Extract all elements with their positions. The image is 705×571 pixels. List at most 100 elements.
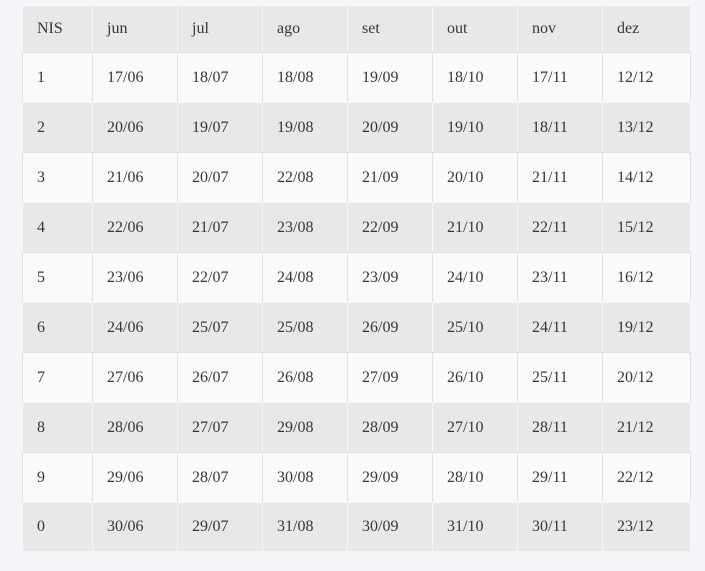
payment-date-cell: 30/11 [517,502,602,552]
payment-date-cell: 22/07 [177,252,262,302]
payment-date-cell: 28/07 [177,452,262,502]
column-header-dez: dez [602,5,691,52]
table-row-nis-6: 6 24/06 25/07 25/08 26/09 25/10 24/11 19/12 [22,302,691,352]
payment-date-cell: 30/06 [92,502,177,552]
table-row-nis-4: 4 22/06 21/07 23/08 22/09 21/10 22/11 15/12 [22,202,691,252]
payment-date-cell: 24/11 [517,302,602,352]
payment-date-cell: 22/12 [602,452,691,502]
table-row-nis-9: 9 29/06 28/07 30/08 29/09 28/10 29/11 22/12 [22,452,691,502]
payment-date-cell: 29/09 [347,452,432,502]
column-header-jun: jun [92,5,177,52]
nis-digit-cell: 3 [22,152,92,202]
payment-date-cell: 26/10 [432,352,517,402]
nis-digit-cell: 5 [22,252,92,302]
payment-date-cell: 19/07 [177,102,262,152]
nis-digit-cell: 9 [22,452,92,502]
payment-date-cell: 23/11 [517,252,602,302]
payment-date-cell: 24/08 [262,252,347,302]
payment-date-cell: 25/10 [432,302,517,352]
payment-date-cell: 27/09 [347,352,432,402]
payment-date-cell: 25/07 [177,302,262,352]
payment-date-cell: 21/07 [177,202,262,252]
payment-date-cell: 18/07 [177,52,262,102]
table-header: NIS jun jul ago set out nov dez [22,5,691,52]
payment-date-cell: 28/06 [92,402,177,452]
nis-payment-calendar-table: NIS jun jul ago set out nov dez 1 17/06 18/07 18/0… [22,5,691,552]
table-header-row: NIS jun jul ago set out nov dez [22,5,691,52]
column-header-nis: NIS [22,5,92,52]
payment-date-cell: 16/12 [602,252,691,302]
payment-date-cell: 21/12 [602,402,691,452]
payment-date-cell: 18/11 [517,102,602,152]
nis-digit-cell: 2 [22,102,92,152]
table-body: 1 17/06 18/07 18/08 19/09 18/10 17/11 12/12 2 20/… [22,52,691,552]
payment-date-cell: 23/09 [347,252,432,302]
table-row-nis-8: 8 28/06 27/07 29/08 28/09 27/10 28/11 21/12 [22,402,691,452]
nis-digit-cell: 7 [22,352,92,402]
payment-date-cell: 28/10 [432,452,517,502]
payment-date-cell: 20/10 [432,152,517,202]
table-row-nis-1: 1 17/06 18/07 18/08 19/09 18/10 17/11 12/12 [22,52,691,102]
payment-date-cell: 20/09 [347,102,432,152]
payment-date-cell: 19/09 [347,52,432,102]
nis-digit-cell: 4 [22,202,92,252]
payment-date-cell: 17/06 [92,52,177,102]
payment-date-cell: 17/11 [517,52,602,102]
payment-date-cell: 15/12 [602,202,691,252]
payment-date-cell: 20/07 [177,152,262,202]
payment-date-cell: 18/10 [432,52,517,102]
payment-date-cell: 21/11 [517,152,602,202]
payment-date-cell: 26/08 [262,352,347,402]
payment-date-cell: 23/06 [92,252,177,302]
payment-date-cell: 30/09 [347,502,432,552]
column-header-out: out [432,5,517,52]
payment-date-cell: 25/08 [262,302,347,352]
payment-date-cell: 29/11 [517,452,602,502]
table-row-nis-3: 3 21/06 20/07 22/08 21/09 20/10 21/11 14/12 [22,152,691,202]
payment-date-cell: 21/09 [347,152,432,202]
table-row-nis-0: 0 30/06 29/07 31/08 30/09 31/10 30/11 23/12 [22,502,691,552]
payment-date-cell: 18/08 [262,52,347,102]
payment-date-cell: 19/12 [602,302,691,352]
payment-date-cell: 25/11 [517,352,602,402]
payment-date-cell: 22/11 [517,202,602,252]
payment-date-cell: 29/06 [92,452,177,502]
payment-date-cell: 20/06 [92,102,177,152]
payment-date-cell: 14/12 [602,152,691,202]
column-header-ago: ago [262,5,347,52]
payment-date-cell: 28/11 [517,402,602,452]
payment-date-cell: 26/07 [177,352,262,402]
payment-date-cell: 27/07 [177,402,262,452]
payment-date-cell: 22/08 [262,152,347,202]
payment-date-cell: 24/10 [432,252,517,302]
payment-date-cell: 24/06 [92,302,177,352]
column-header-set: set [347,5,432,52]
payment-date-cell: 26/09 [347,302,432,352]
payment-date-cell: 31/10 [432,502,517,552]
payment-date-cell: 30/08 [262,452,347,502]
payment-date-cell: 23/08 [262,202,347,252]
payment-date-cell: 28/09 [347,402,432,452]
payment-date-cell: 13/12 [602,102,691,152]
payment-date-cell: 29/07 [177,502,262,552]
table-row-nis-5: 5 23/06 22/07 24/08 23/09 24/10 23/11 16/12 [22,252,691,302]
payment-date-cell: 19/10 [432,102,517,152]
nis-digit-cell: 8 [22,402,92,452]
column-header-nov: nov [517,5,602,52]
nis-digit-cell: 0 [22,502,92,552]
payment-date-cell: 31/08 [262,502,347,552]
payment-date-cell: 22/09 [347,202,432,252]
table-row-nis-7: 7 27/06 26/07 26/08 27/09 26/10 25/11 20/12 [22,352,691,402]
payment-date-cell: 29/08 [262,402,347,452]
payment-date-cell: 23/12 [602,502,691,552]
payment-date-cell: 27/06 [92,352,177,402]
payment-date-cell: 22/06 [92,202,177,252]
column-header-jul: jul [177,5,262,52]
nis-digit-cell: 6 [22,302,92,352]
payment-date-cell: 20/12 [602,352,691,402]
payment-date-cell: 21/06 [92,152,177,202]
payment-date-cell: 12/12 [602,52,691,102]
payment-date-cell: 21/10 [432,202,517,252]
payment-date-cell: 27/10 [432,402,517,452]
